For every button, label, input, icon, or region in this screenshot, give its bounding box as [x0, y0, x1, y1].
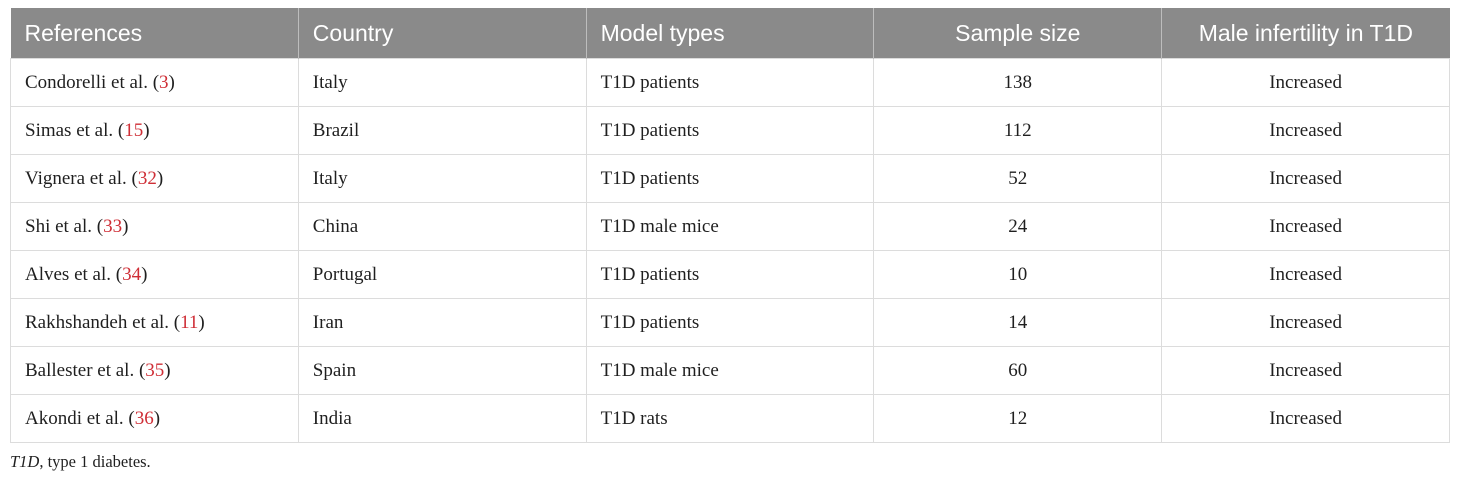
model-type-cell: T1D male mice: [585, 346, 875, 395]
reference-cell: Simas et al. (15): [10, 106, 299, 155]
citation-link[interactable]: 33: [103, 215, 123, 237]
table-row: Simas et al. (15) Brazil T1D patients 11…: [10, 106, 1450, 155]
table-footnote: T1D, type 1 diabetes.: [10, 452, 1450, 472]
sample-size-cell: 60: [873, 346, 1163, 395]
model-type-cell: T1D patients: [585, 250, 875, 299]
model-type-cell: T1D patients: [585, 298, 875, 347]
citation-link[interactable]: 3: [159, 71, 169, 93]
reference-text: Akondi et al. (: [25, 407, 135, 429]
model-type-cell: T1D patients: [585, 154, 875, 203]
reference-text: ): [198, 311, 205, 333]
sample-size-cell: 138: [873, 58, 1163, 107]
model-type-cell: T1D patients: [585, 58, 875, 107]
table-row: Alves et al. (34) Portugal T1D patients …: [10, 250, 1450, 299]
page: References Country Model types Sample si…: [10, 8, 1450, 472]
reference-text: ): [164, 359, 171, 381]
sample-size-cell: 112: [873, 106, 1163, 155]
country-cell: Iran: [297, 298, 587, 347]
table-row: Rakhshandeh et al. (11) Iran T1D patient…: [10, 298, 1450, 347]
studies-table: References Country Model types Sample si…: [10, 8, 1450, 443]
table-row: Shi et al. (33) China T1D male mice 24 I…: [10, 202, 1450, 251]
header-sample-size: Sample size: [873, 8, 1162, 59]
sample-size-cell: 52: [873, 154, 1163, 203]
sample-size-cell: 14: [873, 298, 1163, 347]
model-type-cell: T1D patients: [585, 106, 875, 155]
reference-text: ): [143, 119, 150, 141]
table-header: References Country Model types Sample si…: [10, 8, 1450, 59]
reference-cell: Akondi et al. (36): [10, 394, 299, 443]
reference-text: Ballester et al. (: [25, 359, 146, 381]
model-type-cell: T1D rats: [585, 394, 875, 443]
reference-cell: Rakhshandeh et al. (11): [10, 298, 299, 347]
country-cell: Italy: [297, 154, 587, 203]
country-cell: Spain: [297, 346, 587, 395]
header-male-infertility: Male infertility in T1D: [1161, 8, 1450, 59]
infertility-cell: Increased: [1161, 58, 1450, 107]
reference-text: Rakhshandeh et al. (: [25, 311, 181, 333]
citation-link[interactable]: 35: [145, 359, 165, 381]
sample-size-cell: 10: [873, 250, 1163, 299]
sample-size-cell: 24: [873, 202, 1163, 251]
infertility-cell: Increased: [1161, 298, 1450, 347]
table-row: Akondi et al. (36) India T1D rats 12 Inc…: [10, 394, 1450, 443]
country-cell: Brazil: [297, 106, 587, 155]
reference-text: Shi et al. (: [25, 215, 104, 237]
reference-cell: Alves et al. (34): [10, 250, 299, 299]
reference-text: Simas et al. (: [25, 119, 125, 141]
citation-link[interactable]: 32: [137, 167, 157, 189]
country-cell: India: [297, 394, 587, 443]
citation-link[interactable]: 11: [180, 311, 199, 333]
citation-link[interactable]: 34: [122, 263, 142, 285]
table-row: Condorelli et al. (3) Italy T1D patients…: [10, 58, 1450, 107]
table-row: Ballester et al. (35) Spain T1D male mic…: [10, 346, 1450, 395]
country-cell: Italy: [297, 58, 587, 107]
reference-cell: Condorelli et al. (3): [10, 58, 299, 107]
reference-text: ): [156, 167, 164, 189]
header-model-types: Model types: [585, 8, 874, 59]
infertility-cell: Increased: [1161, 154, 1450, 203]
country-cell: Portugal: [297, 250, 587, 299]
reference-text: ): [122, 215, 129, 237]
infertility-cell: Increased: [1161, 394, 1450, 443]
sample-size-cell: 12: [873, 394, 1163, 443]
reference-cell: Ballester et al. (35): [10, 346, 299, 395]
reference-text: ): [141, 263, 148, 285]
reference-text: Condorelli et al. (: [25, 71, 160, 93]
model-type-cell: T1D male mice: [585, 202, 875, 251]
reference-cell: Shi et al. (33): [10, 202, 299, 251]
table-body: Condorelli et al. (3) Italy T1D patients…: [10, 58, 1450, 443]
header-country: Country: [297, 8, 587, 59]
reference-text: Vignera et al. (: [25, 167, 138, 189]
citation-link[interactable]: 15: [124, 119, 144, 141]
reference-cell: Vignera et al. (32): [10, 154, 299, 203]
infertility-cell: Increased: [1161, 202, 1450, 251]
header-row: References Country Model types Sample si…: [10, 8, 1450, 59]
reference-text: Alves et al. (: [25, 263, 123, 285]
footnote-text: , type 1 diabetes.: [39, 452, 151, 471]
citation-link[interactable]: 36: [134, 407, 154, 429]
reference-text: ): [153, 407, 161, 429]
reference-text: ): [168, 71, 175, 93]
infertility-cell: Increased: [1161, 106, 1450, 155]
infertility-cell: Increased: [1161, 346, 1450, 395]
infertility-cell: Increased: [1161, 250, 1450, 299]
country-cell: China: [297, 202, 587, 251]
header-references: References: [10, 8, 299, 59]
footnote-abbreviation: T1D: [10, 452, 40, 471]
table-row: Vignera et al. (32) Italy T1D patients 5…: [10, 154, 1450, 203]
